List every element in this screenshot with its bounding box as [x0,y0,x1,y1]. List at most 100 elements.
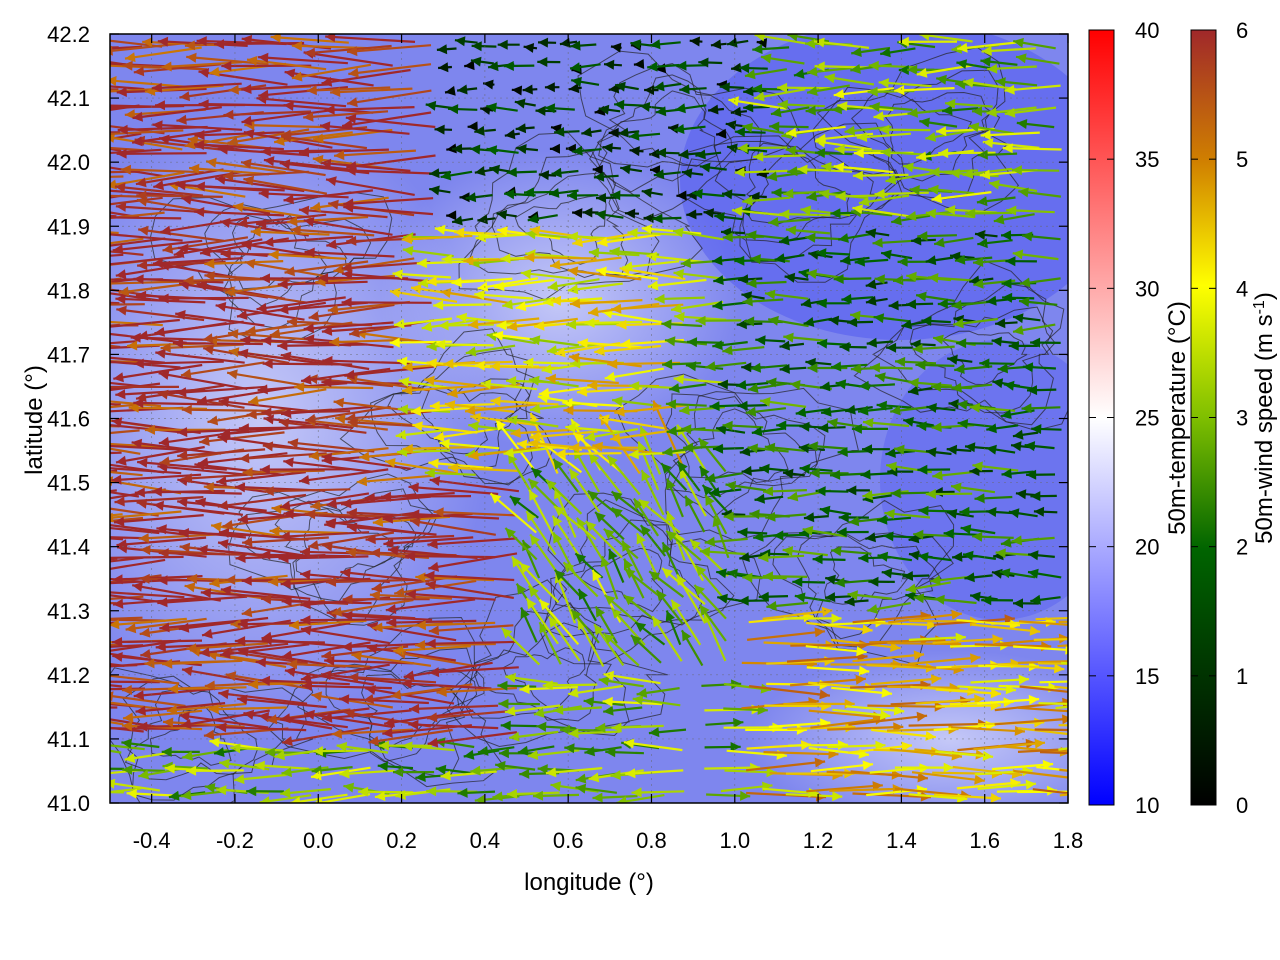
wind-arrow-head [974,694,985,705]
wind-arrow-head [819,505,831,516]
wind-arrow-head [630,39,641,50]
wind-arrow-head [855,674,866,685]
wind-arrow-shaft [152,257,243,265]
wind-arrow-head [204,783,216,793]
wind-arrow-head [254,760,265,771]
wind-arrow-head [268,576,279,587]
wind-arrow-head [798,268,810,279]
wind-arrow-head [690,539,701,551]
wind-arrow-shaft [110,701,164,711]
wind-arrow-head [429,476,441,486]
wind-arrow-head [553,532,563,544]
wind-arrow-head [825,592,836,603]
wind-arrow-shaft [325,35,416,43]
wind-arrow-head [681,630,692,642]
wind-arrow-head [426,786,437,797]
x-tick-label: -0.4 [133,828,171,853]
wind-arrow-shaft [177,448,266,458]
wind-arrow-shaft [168,686,247,691]
wind-arrow-head [154,327,165,337]
wind-arrow-head [699,162,711,173]
wind-arrow-head [93,229,103,239]
wind-arrow-head [438,320,449,331]
wind-arrow-head [158,370,170,380]
wind-arrow-shaft [763,751,839,756]
wind-arrow-shaft [907,656,981,666]
wind-arrow-head [727,143,738,154]
wind-arrow-head [1029,625,1041,636]
wind-arrow-head [250,226,261,237]
wind-arrow-shaft [110,250,144,256]
wind-arrow-head [93,185,103,195]
wind-arrow-head [53,644,63,654]
wind-arrow-head [402,362,413,372]
contour-line [579,547,664,613]
wind-arrow-head [968,122,980,133]
wind-arrow-head [931,422,942,433]
wind-arrow-shaft [215,177,305,193]
wind-arrow-head [264,747,275,758]
wind-arrow-head [258,52,269,63]
wind-arrow-head [636,533,646,545]
wind-arrow-head [908,377,919,388]
wind-arrow-shaft [931,191,992,201]
wind-arrow-shaft [110,189,184,197]
wind-arrow-head [127,340,138,351]
wind-arrow-head [157,36,169,47]
wind-arrow-head [852,170,863,181]
wind-arrow-head [287,659,298,670]
wind-arrow-head [917,464,928,475]
wind-arrow-head [216,476,227,486]
contour-line [796,534,942,640]
wind-arrow-head [969,466,980,477]
wind-arrow-head [116,455,127,466]
wind-arrow-head [681,168,693,179]
wind-arrow-head [421,321,433,332]
wind-arrow-head [840,255,851,266]
wind-arrow-head [202,333,214,344]
wind-arrow-head [728,96,739,107]
wind-arrow-head [572,145,583,156]
wind-arrow-head [259,464,270,475]
wind-arrow-head [618,127,629,138]
wind-arrow-shaft [110,340,138,345]
wind-arrow-head [869,362,880,373]
colorbar-tick-label: 20 [1135,535,1159,560]
wind-arrow-shaft [278,555,369,560]
wind-arrow-head [436,687,447,697]
wind-arrow-head [346,508,357,518]
wind-arrow-head [946,444,958,455]
wind-arrow-head [280,578,291,589]
wind-arrow-head [137,457,148,468]
wind-arrow-shaft [852,792,932,799]
wind-arrow-head [934,237,945,248]
wind-arrow-head [200,588,212,598]
wind-arrow-head [29,597,39,607]
wind-arrow-head [650,39,661,50]
wind-arrow-shaft [220,588,311,600]
x-tick-label: 0.4 [470,828,501,853]
wind-arrow-head [242,467,253,478]
wind-arrow-head [776,420,787,431]
grid-lines [110,34,1068,803]
wind-arrow-head [708,104,719,115]
wind-arrow-shaft [244,123,326,129]
wind-arrow-head [739,63,750,74]
wind-arrow-head [608,549,618,561]
wind-arrow-shaft [956,781,1021,790]
wind-arrow-head [753,531,764,542]
wind-arrow-head [970,653,981,664]
wind-arrow-head [287,216,298,227]
wind-arrow-head [345,113,357,124]
wind-arrow-head [137,330,149,341]
wind-arrow-head [845,404,856,415]
wind-arrow-head [304,247,315,258]
wind-arrow-head [306,85,317,96]
wind-arrow-head [883,531,894,542]
wind-arrow-head [890,488,901,499]
wind-arrow-head [787,491,799,502]
wind-arrow-head [785,145,797,156]
wind-arrow-head [238,646,249,657]
wind-arrow-head [94,103,104,113]
wind-arrow-shaft [393,645,471,652]
